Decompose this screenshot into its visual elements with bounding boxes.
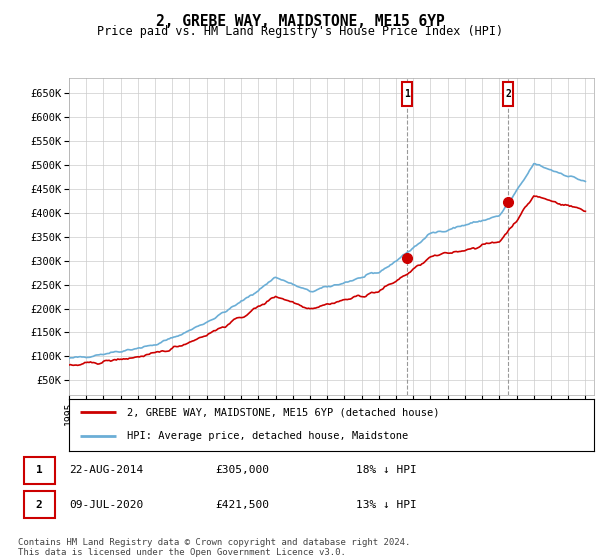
Text: 09-JUL-2020: 09-JUL-2020: [69, 500, 143, 510]
Text: 1: 1: [404, 88, 410, 99]
Bar: [23, 457, 55, 484]
Text: HPI: Average price, detached house, Maidstone: HPI: Average price, detached house, Maid…: [127, 431, 408, 441]
Text: £305,000: £305,000: [215, 465, 269, 475]
Text: £421,500: £421,500: [215, 500, 269, 510]
Text: Price paid vs. HM Land Registry's House Price Index (HPI): Price paid vs. HM Land Registry's House …: [97, 25, 503, 38]
Bar: [402, 82, 412, 106]
Text: 13% ↓ HPI: 13% ↓ HPI: [356, 500, 417, 510]
Text: 2: 2: [505, 88, 511, 99]
Text: 2, GREBE WAY, MAIDSTONE, ME15 6YP: 2, GREBE WAY, MAIDSTONE, ME15 6YP: [155, 14, 445, 29]
Text: 2: 2: [36, 500, 43, 510]
Bar: [23, 492, 55, 518]
Bar: [503, 82, 514, 106]
Text: 1: 1: [36, 465, 43, 475]
Text: 18% ↓ HPI: 18% ↓ HPI: [356, 465, 417, 475]
Text: 2, GREBE WAY, MAIDSTONE, ME15 6YP (detached house): 2, GREBE WAY, MAIDSTONE, ME15 6YP (detac…: [127, 407, 439, 417]
Text: 22-AUG-2014: 22-AUG-2014: [69, 465, 143, 475]
Text: Contains HM Land Registry data © Crown copyright and database right 2024.
This d: Contains HM Land Registry data © Crown c…: [18, 538, 410, 557]
